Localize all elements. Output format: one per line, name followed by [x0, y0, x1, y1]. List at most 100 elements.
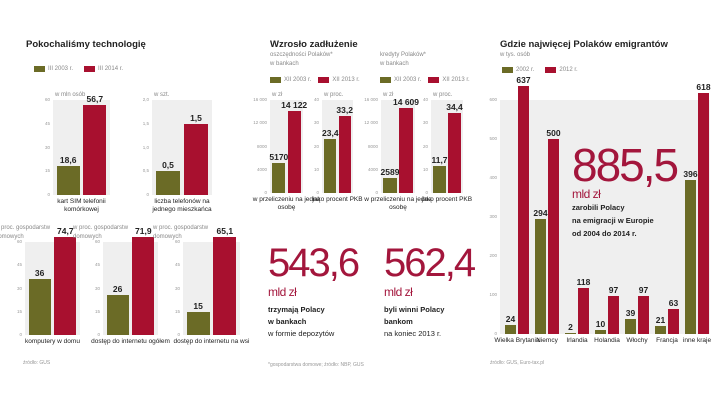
bar-olive — [383, 177, 397, 193]
axis-tick: 15 — [174, 308, 180, 314]
fact-line: na koniec 2013 r. — [384, 329, 442, 338]
value-label: 18,6 — [59, 154, 77, 165]
value-label: 21 — [655, 314, 666, 325]
bar-red — [54, 237, 77, 335]
axis-tick: 0 — [97, 332, 100, 337]
axis-tick: 40 — [422, 97, 428, 102]
category-label: Wielka Brytania — [494, 337, 540, 344]
legend-swatch-red — [318, 77, 330, 83]
legend-label: XII 2003 r. — [394, 77, 422, 83]
panel2-footnote: *gospodarstwa domowe; źródło: NBP, GUS — [268, 362, 364, 368]
axis-tick: 0,5 — [142, 168, 149, 174]
bar-red — [83, 105, 107, 195]
bar-olive — [535, 219, 546, 334]
panel1-legend: III 2003 r. III 2014 r. — [34, 66, 123, 72]
bar-olive — [324, 138, 337, 193]
value-label: 637 — [516, 74, 531, 85]
value-label: 10 — [595, 319, 606, 330]
bar-olive — [595, 330, 606, 334]
axis-tick: 8000 — [256, 143, 267, 149]
bar-red — [668, 309, 679, 334]
value-label: 500 — [546, 128, 561, 138]
bar-olive — [565, 333, 576, 334]
category-label: dostęp do internetu na wsi — [173, 338, 250, 345]
unit-label: w proc. gospodarstw domowych — [73, 225, 129, 240]
value-label: 2 — [568, 322, 573, 333]
axis-tick: 0 — [316, 190, 319, 195]
axis-tick: 0 — [146, 192, 149, 197]
value-label: 14 609 — [393, 97, 419, 108]
axis-tick: 600 — [489, 97, 497, 102]
axis-tick: 4000 — [367, 166, 378, 172]
axis-tick: 0 — [177, 332, 180, 337]
axis-tick: 45 — [16, 262, 22, 268]
axis-tick: 400 — [489, 175, 497, 180]
panel3-title: Gdzie najwięcej Polaków emigrantów — [500, 39, 668, 50]
value-label: 26 — [112, 283, 123, 294]
panel3-unit: w tys. osób — [500, 52, 531, 58]
bar-olive — [655, 325, 666, 334]
value-label: 14 122 — [281, 99, 308, 110]
fact-line: w bankach — [268, 317, 307, 326]
bar-olive — [28, 279, 51, 335]
axis-tick: 60 — [44, 97, 50, 102]
panel2-title: Wzrosło zadłużenie — [270, 39, 358, 50]
legend-label: XII 2013 r. — [332, 77, 360, 83]
value-label: 65,1 — [216, 226, 234, 237]
bar-olive — [433, 165, 446, 193]
legend-swatch-red — [84, 66, 96, 72]
unit-label: w proc. — [433, 92, 453, 98]
unit: mld zł — [384, 285, 413, 299]
unit-label: w proc. gospodarstw domowych — [0, 225, 51, 240]
value-label: 97 — [638, 285, 649, 296]
value-label: 118 — [576, 276, 591, 287]
value-label: 71,9 — [135, 226, 152, 237]
value-label: 63 — [668, 298, 679, 309]
value-label: 56,7 — [86, 94, 104, 105]
unit: mld zł — [572, 187, 601, 201]
savings-label: oszczędności Polaków* w bankach — [270, 52, 333, 67]
fact-line: w formie depozytów — [268, 329, 335, 338]
axis-tick: 45 — [94, 262, 100, 268]
fact-emigration-earnings: 885,5 mld zł zarobili Polacy na emigracj… — [572, 142, 679, 240]
unit-label: w zł — [272, 92, 283, 98]
bar-red — [448, 113, 461, 193]
category-label: jako procent PKB — [312, 196, 363, 203]
axis-tick: 30 — [94, 285, 100, 291]
legend-swatch-olive — [380, 77, 391, 83]
unit-label: w proc. — [324, 92, 344, 98]
axis-tick: 20 — [313, 143, 319, 149]
value-label: 11,7 — [431, 154, 448, 165]
value-label: 15 — [193, 300, 203, 311]
bar-red — [518, 85, 529, 334]
value-label: 1,5 — [190, 112, 202, 123]
axis-tick: 0 — [494, 331, 497, 336]
panel1-title: Pokochaliśmy technologię — [26, 39, 146, 50]
legend-label: III 2003 r. — [48, 66, 74, 72]
category-label: liczba telefonów na jednego mieszkańca — [152, 198, 212, 213]
value-label: 2589 — [380, 166, 400, 177]
axis-tick: 45 — [44, 120, 50, 126]
fact-line: byli winni Polacy — [384, 305, 445, 314]
unit: mld zł — [268, 285, 297, 299]
axis-tick: 60 — [174, 239, 180, 244]
axis-tick: 4000 — [256, 166, 267, 172]
axis-tick: 2,0 — [142, 97, 149, 102]
value-label: 33,2 — [336, 104, 353, 115]
axis-tick: 30 — [422, 120, 428, 126]
bar-olive — [186, 311, 210, 335]
category-label: w przeliczeniu na jedną osobę — [252, 196, 321, 211]
axis-tick: 500 — [489, 136, 497, 141]
bar-red — [698, 92, 709, 334]
legend-label: XII 2013 r. — [442, 77, 470, 83]
legend-swatch-olive — [34, 66, 45, 72]
value-label: 294 — [533, 208, 548, 219]
value-label: 97 — [608, 285, 619, 296]
big-number: 562,4 — [384, 241, 476, 285]
bar-red — [287, 110, 301, 193]
value-label: 36 — [34, 268, 45, 279]
category-label: Włochy — [626, 337, 648, 344]
panel3-source: źródło: GUS, Euro-tax.pl — [490, 360, 545, 366]
panel1-source: źródło: GUS — [23, 360, 51, 366]
